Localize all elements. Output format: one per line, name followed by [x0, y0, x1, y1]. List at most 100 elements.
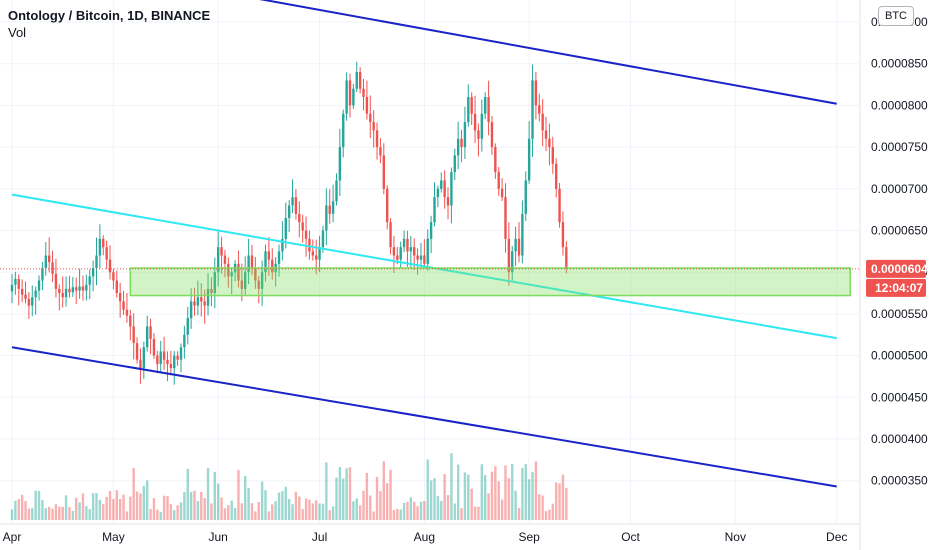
- midline[interactable]: [11, 193, 837, 340]
- candle-body: [193, 301, 196, 306]
- candle-body: [210, 288, 213, 294]
- volume-bar: [271, 504, 274, 520]
- candle-body: [318, 247, 321, 260]
- volume-bar: [277, 492, 281, 520]
- volume-bar: [129, 496, 132, 520]
- candle-body: [382, 155, 385, 189]
- volume-bar: [85, 506, 88, 520]
- support-zone-box[interactable]: [129, 267, 851, 297]
- candle-body: [264, 251, 267, 273]
- volume-bar: [281, 491, 284, 520]
- volume-bar: [88, 509, 91, 520]
- candle-body: [98, 238, 102, 256]
- x-tick-label: Dec: [826, 530, 847, 544]
- candle-body: [115, 280, 118, 294]
- volume-bar: [551, 503, 554, 520]
- volume-bar: [233, 507, 237, 520]
- volume-bar: [531, 472, 534, 520]
- candle-body: [139, 359, 142, 369]
- price-axis[interactable]: 0.0000350 0.0000400 0.0000450 0.0000500 0.00…: [871, 15, 928, 488]
- volume-bar: [112, 499, 115, 520]
- y-tick-label: 0.0000350: [871, 474, 928, 488]
- candle-body: [216, 247, 220, 273]
- candle-body: [413, 247, 416, 256]
- volume-bar: [118, 499, 122, 520]
- volume-bar: [328, 510, 331, 520]
- volume-bar: [375, 476, 379, 520]
- candle-body: [51, 262, 54, 274]
- time-axis[interactable]: Apr May Jun Jul Aug Sep Oct Nov Dec: [3, 530, 848, 544]
- candle-body: [64, 288, 68, 298]
- volume-bar: [37, 490, 41, 520]
- candle-body: [460, 138, 463, 148]
- volume-bar: [102, 504, 105, 520]
- volume-bar: [514, 490, 517, 520]
- volume-bar: [385, 483, 389, 520]
- candle-body: [470, 97, 473, 114]
- volume-bar: [274, 501, 277, 520]
- candle-body: [342, 113, 345, 148]
- candle-body: [203, 301, 206, 306]
- candle-body: [291, 197, 294, 206]
- volume-bar: [331, 506, 335, 520]
- candle-body: [17, 278, 20, 289]
- volume-bar: [527, 479, 531, 520]
- candle-body: [500, 188, 504, 198]
- candle-body: [129, 315, 132, 327]
- candle-body: [467, 97, 470, 123]
- volume-bar: [365, 472, 369, 520]
- volume-bar: [169, 504, 173, 520]
- candle-body: [220, 247, 223, 256]
- volume-bar: [534, 461, 538, 520]
- candle-body: [271, 259, 274, 273]
- candle-body: [544, 130, 548, 139]
- candle-body: [176, 355, 179, 360]
- candle-body: [406, 238, 409, 252]
- y-tick-label: 0.0000850: [871, 57, 928, 71]
- volume-bar: [196, 501, 200, 520]
- volume-bar: [254, 511, 257, 520]
- last-price-value: 0.0000604: [871, 262, 928, 276]
- candle-body: [399, 247, 402, 260]
- candle-body: [345, 80, 348, 114]
- volume-bar: [260, 481, 264, 520]
- volume-bar: [47, 506, 51, 520]
- currency-badge[interactable]: BTC: [878, 6, 914, 26]
- candle-body: [260, 272, 264, 289]
- volume-bar: [473, 506, 477, 520]
- volume-bar: [247, 488, 250, 520]
- volume-label: Vol: [8, 25, 27, 40]
- volume-bar: [338, 466, 342, 520]
- volume-bar: [220, 497, 223, 520]
- candle-body: [504, 197, 507, 239]
- volume-bar: [176, 505, 179, 520]
- candle-body: [102, 238, 105, 248]
- volume-bar: [193, 490, 196, 520]
- candle-body: [392, 247, 396, 256]
- candle-body: [423, 255, 426, 264]
- candle-body: [436, 188, 440, 198]
- y-tick-label: 0.0000800: [871, 98, 928, 112]
- upper-channel-line[interactable]: [97, 0, 837, 105]
- candle-body: [287, 205, 291, 218]
- volume-bar: [75, 497, 78, 520]
- volume-bar: [524, 464, 527, 520]
- volume-bar: [149, 508, 152, 520]
- candle-body: [281, 238, 284, 252]
- volume-bar: [561, 474, 565, 520]
- candle-body: [375, 130, 379, 148]
- candle-body: [538, 105, 541, 114]
- candle-body: [379, 147, 382, 156]
- candle-body: [548, 138, 551, 148]
- volume-bar: [470, 488, 473, 520]
- volume-bar: [490, 471, 494, 520]
- x-tick-label: Oct: [621, 530, 640, 544]
- volume-bar: [186, 468, 189, 520]
- trendline-annotations[interactable]: [11, 0, 851, 488]
- candle-body: [159, 351, 162, 364]
- chart-title: Ontology / Bitcoin, 1D, BINANCE: [8, 8, 211, 23]
- candle-body: [440, 180, 443, 189]
- candle-body: [409, 247, 413, 252]
- lower-channel-line[interactable]: [11, 346, 837, 488]
